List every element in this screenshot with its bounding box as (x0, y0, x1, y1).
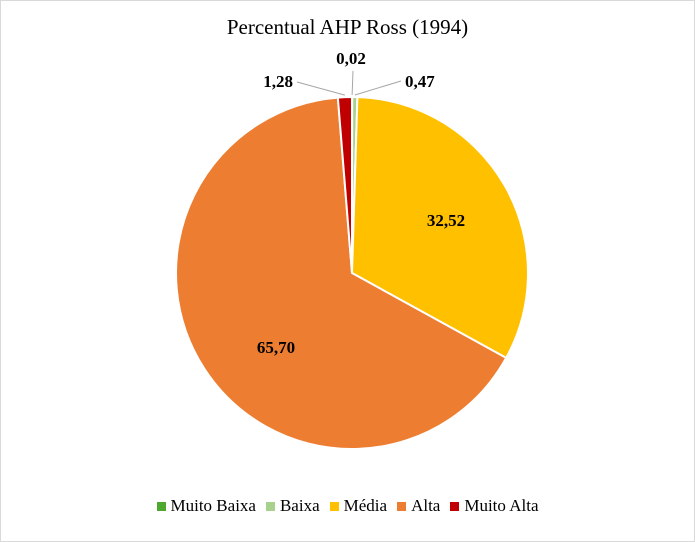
legend-item-muito-baixa: Muito Baixa (156, 496, 256, 516)
legend-swatch-baixa (265, 501, 275, 511)
legend-item-baixa: Baixa (265, 496, 320, 516)
data-label-alta: 65,70 (257, 338, 295, 357)
chart-title: Percentual AHP Ross (1994) (226, 15, 469, 39)
legend-swatch-muito-alta (450, 501, 460, 511)
legend: Muito Baixa Baixa Média Alta Muito Alta (1, 496, 694, 516)
legend-item-media: Média (329, 496, 388, 516)
leader-lines (296, 70, 402, 96)
pie-slices (175, 95, 529, 450)
data-label-media: 32,52 (427, 211, 465, 230)
legend-swatch-media (329, 501, 339, 511)
legend-label-media: Média (343, 496, 388, 515)
legend-swatch-alta (397, 501, 407, 511)
pie-slice-alta (175, 96, 508, 450)
leader-line-baixa (354, 80, 402, 96)
pie-chart: 0,02 0,47 32,52 65,70 1,28 (175, 49, 529, 450)
legend-label-muito-baixa: Muito Baixa (170, 496, 256, 515)
data-label-muito-alta: 1,28 (263, 72, 293, 91)
legend-label-alta: Alta (411, 496, 441, 515)
leader-line-muito-alta (296, 81, 345, 96)
legend-label-baixa: Baixa (279, 496, 320, 515)
data-labels: 0,02 0,47 32,52 65,70 1,28 (257, 49, 465, 357)
legend-item-muito-alta: Muito Alta (450, 496, 539, 516)
pie-slice-media (350, 96, 529, 360)
legend-item-alta: Alta (397, 496, 440, 516)
leader-line-muito-baixa (351, 70, 354, 96)
pie-slice-muito-alta (336, 95, 353, 274)
data-label-baixa: 0,47 (405, 72, 435, 91)
legend-swatch-muito-baixa (156, 501, 166, 511)
legend-label-muito-alta: Muito Alta (464, 496, 539, 515)
data-label-muito-baixa: 0,02 (336, 49, 366, 68)
